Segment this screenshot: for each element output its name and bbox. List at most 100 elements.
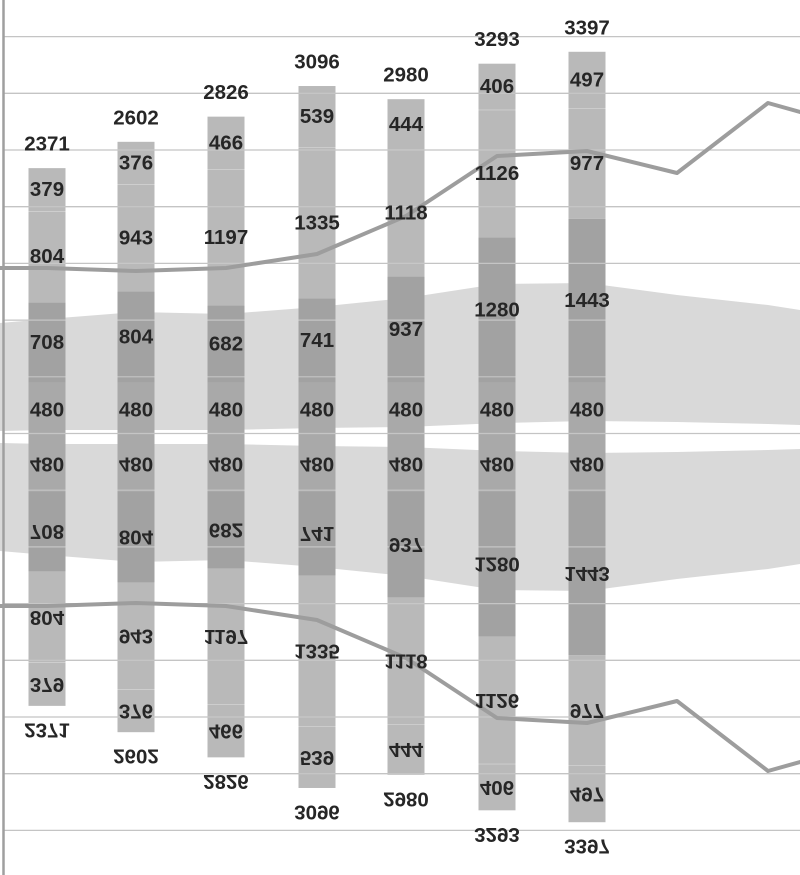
bar-segment-mirrored <box>207 568 245 705</box>
total-value-label-mirrored: 3096 <box>294 801 340 824</box>
segment-value-label: 1335 <box>294 211 340 234</box>
bar-segment-mirrored <box>298 491 336 576</box>
segment-value-label: 480 <box>300 398 334 421</box>
bar-segment <box>28 382 66 437</box>
segment-value-label-mirrored: 1280 <box>474 553 520 576</box>
bar-segment <box>207 382 245 437</box>
bar-segment-mirrored <box>117 689 155 733</box>
segment-value-label: 480 <box>119 398 153 421</box>
trend-line-upper <box>0 101 800 273</box>
total-value-label-mirrored: 2980 <box>383 787 429 810</box>
bar-column-4 <box>298 86 336 788</box>
total-value-label: 2602 <box>113 106 159 129</box>
bar-segment <box>568 218 606 383</box>
segment-value-label: 539 <box>300 105 334 128</box>
segment-value-label: 444 <box>389 113 424 136</box>
segment-value-label: 943 <box>119 226 153 249</box>
bar-segment <box>568 382 606 437</box>
segment-value-label: 480 <box>570 398 604 421</box>
total-value-label-mirrored: 2602 <box>113 745 159 768</box>
segment-value-label: 682 <box>209 332 243 355</box>
segment-value-label-mirrored: 376 <box>119 699 153 722</box>
bar-segment-mirrored <box>568 491 606 656</box>
bar-segment <box>207 305 245 383</box>
bar-segment <box>387 276 425 383</box>
segment-value-label: 497 <box>570 69 604 92</box>
bar-segment-mirrored <box>478 636 516 765</box>
bar-segment-mirrored <box>298 437 336 492</box>
segment-value-label-mirrored: 741 <box>300 522 334 545</box>
segment-value-label-mirrored: 804 <box>30 606 65 629</box>
bar-segment <box>298 86 336 148</box>
bar-segment-mirrored <box>568 655 606 766</box>
bar-segment <box>298 147 336 299</box>
bar-column-2 <box>117 141 155 733</box>
labels: 480 480 708 708 804 804 379 379 2371 2371 480 480 80… <box>24 16 610 857</box>
segment-value-label: 804 <box>30 245 65 268</box>
segment-value-label-mirrored: 480 <box>209 453 243 476</box>
bar-segment-mirrored <box>207 704 245 758</box>
bar-segment <box>28 211 66 303</box>
bars <box>28 51 606 823</box>
bar-segment-mirrored <box>28 437 66 492</box>
bar-segment-mirrored <box>478 764 516 811</box>
bar-segment-mirrored <box>387 597 425 725</box>
bar-segment <box>117 184 155 292</box>
segment-value-label: 977 <box>570 152 604 175</box>
segment-value-label: 480 <box>480 398 514 421</box>
segment-value-label-mirrored: 539 <box>300 746 334 769</box>
bar-segment-mirrored <box>387 437 425 492</box>
bar-column-1 <box>28 168 66 706</box>
bar-column-5 <box>387 99 425 775</box>
bar-segment <box>478 382 516 437</box>
total-value-label: 3397 <box>564 16 610 39</box>
bar-segment-mirrored <box>478 491 516 637</box>
bar-segment <box>117 382 155 437</box>
bar-column-3 <box>207 116 245 758</box>
segment-value-label: 708 <box>30 331 64 354</box>
segment-value-label-mirrored: 708 <box>30 520 64 543</box>
total-value-label-mirrored: 3293 <box>474 823 520 846</box>
bar-segment <box>28 302 66 383</box>
bar-segment-mirrored <box>298 575 336 727</box>
segment-value-label-mirrored: 937 <box>389 533 423 556</box>
segment-value-label-mirrored: 480 <box>119 453 153 476</box>
total-value-label: 2980 <box>383 64 429 87</box>
segment-value-label: 379 <box>30 178 64 201</box>
bar-segment-mirrored <box>28 571 66 663</box>
trend-line-lower-mirrored <box>0 601 800 773</box>
trend-lines <box>0 101 800 773</box>
segment-value-label-mirrored: 480 <box>480 453 514 476</box>
bar-segment <box>117 141 155 185</box>
segment-value-label: 937 <box>389 318 423 341</box>
bar-segment <box>298 382 336 437</box>
segment-value-label-mirrored: 480 <box>30 453 64 476</box>
bar-column-6 <box>478 63 516 811</box>
bar-segment-mirrored <box>207 437 245 492</box>
bar-segment <box>568 108 606 219</box>
total-value-label: 3293 <box>474 28 520 51</box>
segment-value-label: 480 <box>389 398 423 421</box>
bar-segment-mirrored <box>28 662 66 706</box>
bar-segment <box>207 116 245 170</box>
segment-value-label-mirrored: 943 <box>119 625 153 648</box>
bar-segment-mirrored <box>568 765 606 823</box>
bar-segment-mirrored <box>207 491 245 569</box>
bar-segment <box>28 168 66 212</box>
bar-segment <box>478 63 516 110</box>
segment-value-label-mirrored: 1335 <box>294 640 340 663</box>
bar-segment-mirrored <box>387 724 425 775</box>
bar-segment-mirrored <box>117 491 155 583</box>
segment-value-label-mirrored: 1118 <box>384 650 427 673</box>
segment-value-label: 1280 <box>474 299 520 322</box>
bar-segment-mirrored <box>117 582 155 690</box>
segment-value-label-mirrored: 1126 <box>475 689 519 712</box>
segment-value-label-mirrored: 977 <box>570 699 604 722</box>
segment-value-label-mirrored: 466 <box>209 719 243 742</box>
bar-segment <box>207 169 245 306</box>
segment-value-label: 480 <box>209 398 243 421</box>
bar-segment-mirrored <box>568 437 606 492</box>
segment-value-label-mirrored: 1443 <box>564 562 610 585</box>
segment-value-label: 741 <box>300 329 334 352</box>
total-value-label: 2371 <box>24 133 70 156</box>
